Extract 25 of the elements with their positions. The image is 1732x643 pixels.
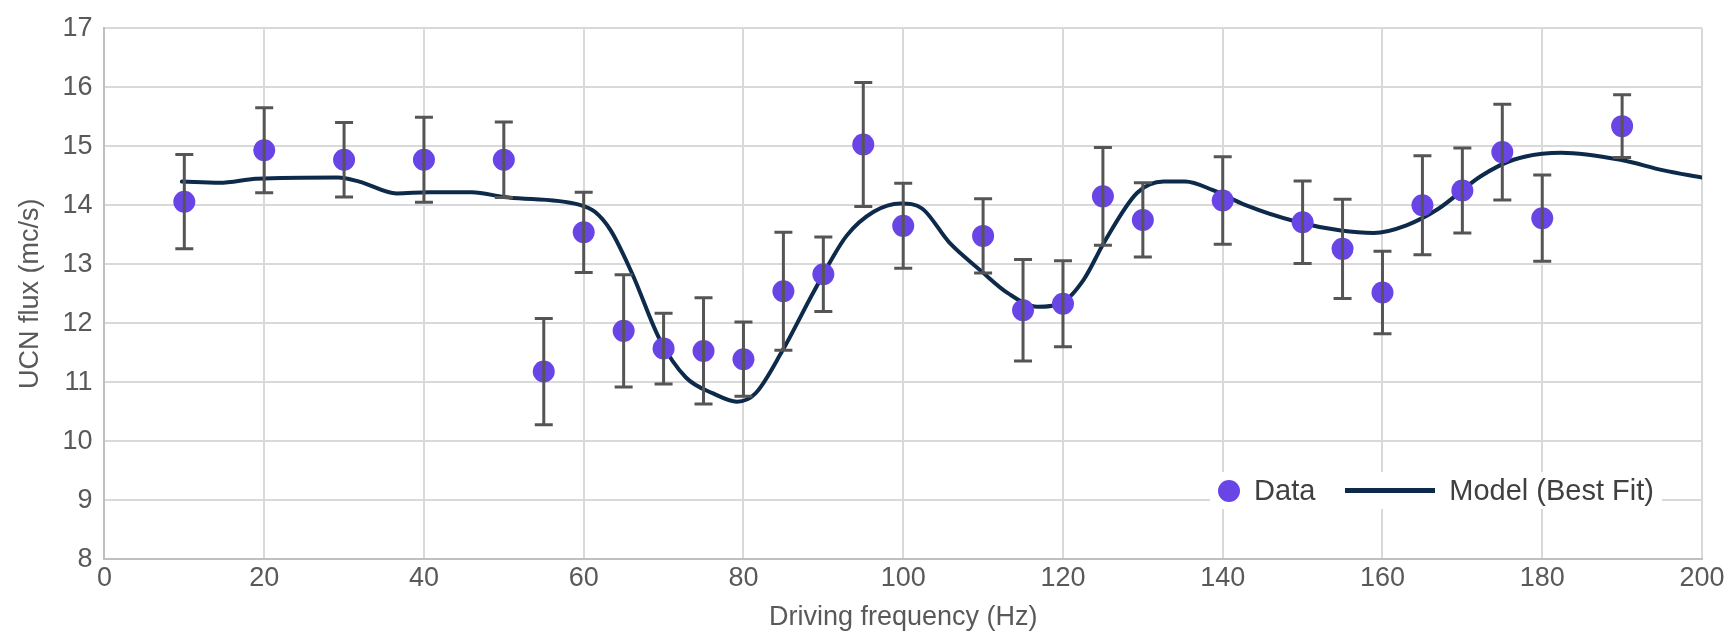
y-axis-title: UCN flux (mc/s) bbox=[13, 198, 44, 389]
x-tick-label: 200 bbox=[1679, 561, 1725, 592]
x-tick-label: 100 bbox=[880, 561, 926, 592]
legend-label: Model (Best Fit) bbox=[1449, 474, 1654, 508]
x-tick-label: 160 bbox=[1359, 561, 1406, 592]
x-tick-label: 140 bbox=[1200, 561, 1246, 592]
y-tick-label: 10 bbox=[62, 424, 93, 455]
y-tick-label: 12 bbox=[62, 306, 93, 337]
y-tick-label: 16 bbox=[62, 70, 93, 101]
y-tick-label: 17 bbox=[62, 11, 93, 42]
x-tick-label: 120 bbox=[1040, 561, 1086, 592]
x-tick-label: 180 bbox=[1519, 561, 1565, 592]
x-tick-label: 40 bbox=[408, 561, 439, 592]
y-tick-label: 9 bbox=[77, 483, 93, 514]
legend-label: Data bbox=[1254, 474, 1316, 508]
y-tick-label: 15 bbox=[62, 129, 93, 160]
y-tick-label: 13 bbox=[62, 247, 93, 278]
x-tick-label: 60 bbox=[568, 561, 599, 592]
x-tick-label: 20 bbox=[249, 561, 280, 592]
x-axis-title: Driving frequency (Hz) bbox=[768, 601, 1038, 632]
x-tick-label: 0 bbox=[96, 561, 112, 592]
y-tick-label: 11 bbox=[64, 365, 93, 396]
x-tick-label: 80 bbox=[728, 561, 759, 592]
y-tick-label: 8 bbox=[77, 542, 93, 573]
y-tick-label: 14 bbox=[62, 188, 93, 219]
